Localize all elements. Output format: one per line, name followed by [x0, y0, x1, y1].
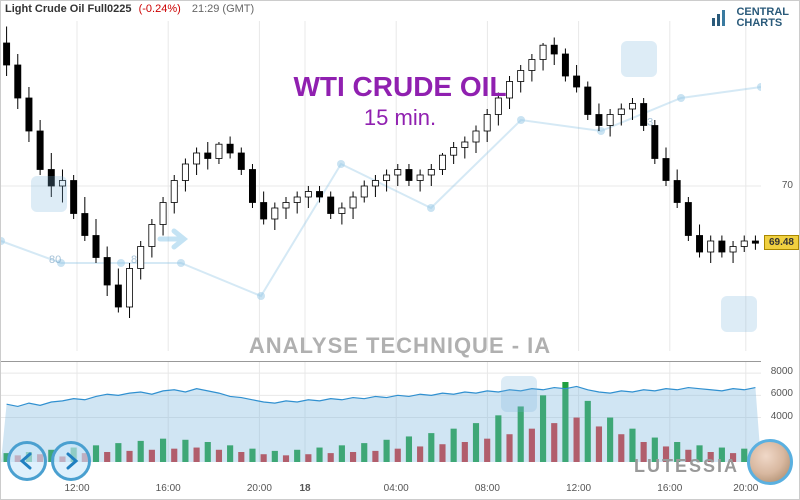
logo-text: CENTRAL CHARTS — [736, 7, 789, 29]
logo-icon — [710, 8, 730, 28]
brand-logo[interactable]: CENTRAL CHARTS — [710, 7, 789, 29]
watermark-arrow-icon — [156, 221, 192, 257]
x-axis: 12:00 16:00 20:00 18 04:00 08:00 12:00 16:00 20:… — [1, 483, 761, 497]
nav-prev-button[interactable] — [7, 441, 47, 481]
watermark-icon — [621, 41, 657, 77]
x-tick: 20:00 — [733, 483, 758, 494]
arrow-left-icon — [16, 450, 38, 472]
symbol-label: Light Crude Oil Full0225 — [5, 3, 132, 15]
nav-next-button[interactable] — [51, 441, 91, 481]
chart-header: Light Crude Oil Full0225 (-0.24%) 21:29 … — [5, 3, 254, 15]
time-label: 21:29 (GMT) — [192, 3, 254, 15]
volume-ytick: 4000 — [771, 411, 793, 422]
volume-ytick: 6000 — [771, 388, 793, 399]
volume-panel[interactable] — [1, 361, 761, 461]
change-label: (-0.24%) — [139, 3, 181, 15]
chart-container: Light Crude Oil Full0225 (-0.24%) 21:29 … — [0, 0, 800, 500]
avatar-icon[interactable] — [747, 439, 793, 485]
svg-text:80: 80 — [49, 254, 61, 266]
watermark-icon — [31, 176, 67, 212]
watermark-icon — [501, 376, 537, 412]
x-tick: 16:00 — [657, 483, 682, 494]
watermark-icon — [721, 296, 757, 332]
x-tick: 12:00 — [566, 483, 591, 494]
x-tick: 04:00 — [384, 483, 409, 494]
x-tick: 12:00 — [64, 483, 89, 494]
arrow-right-icon — [60, 450, 82, 472]
volume-chart-svg — [1, 362, 761, 462]
x-tick: 20:00 — [247, 483, 272, 494]
current-price-marker: 69.48 — [764, 235, 799, 250]
watermark-analysis: ANALYSE TECHNIQUE - IA — [249, 333, 551, 359]
watermark-title: WTI CRUDE OIL — [293, 71, 506, 103]
x-tick: 18 — [299, 483, 310, 494]
watermark-subtitle: 15 min. — [364, 105, 436, 131]
price-ytick: 70 — [782, 180, 793, 191]
x-tick: 16:00 — [156, 483, 181, 494]
x-tick: 08:00 — [475, 483, 500, 494]
volume-ytick: 8000 — [771, 366, 793, 377]
brand-label: LUTESSIA — [634, 456, 739, 477]
